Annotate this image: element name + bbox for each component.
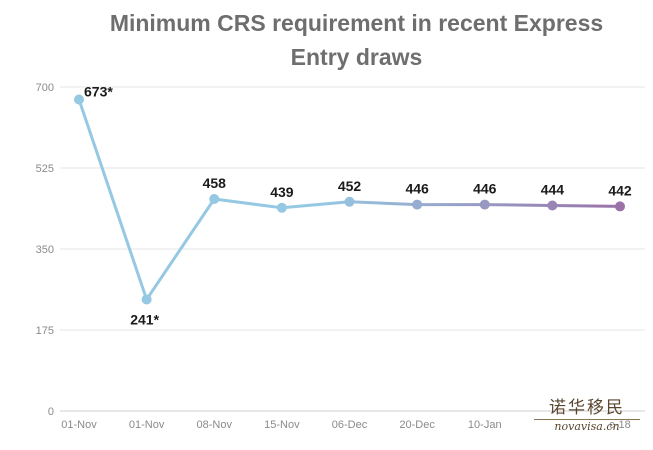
data-point [412,199,423,210]
x-tick-label: 08-Nov [197,419,233,431]
y-tick-label: 525 [36,163,54,175]
x-tick-label: 20-Dec [399,419,435,431]
data-label: 673* [84,83,113,99]
y-tick-label: 700 [36,82,54,94]
data-point [479,199,490,210]
data-point [615,201,625,212]
x-tick-label: c-18 [609,419,630,431]
chart-title: Minimum CRS requirement in recent Expres… [60,6,653,74]
y-axis: 0 175 350 525 700 [36,82,54,418]
data-point [74,94,84,105]
data-label: 446 [405,181,429,197]
data-label: 442 [608,182,632,198]
chart-title-line-2: Entry draws [290,44,423,70]
data-label: 446 [473,181,497,197]
data-point [547,200,558,211]
x-tick-label: 01-Nov [129,419,165,431]
x-tick-label: 01-Nov [61,419,97,431]
y-tick-label: 0 [48,406,54,418]
watermark-logo: 诺华移民 novavisa.cn [528,398,646,434]
data-point [344,196,355,207]
data-point [209,194,220,205]
chart-title-line-1: Minimum CRS requirement in recent Expres… [109,10,604,36]
data-labels: 673* 241* 458 439 452 446 446 444 442 [84,83,632,327]
y-tick-label: 175 [36,325,54,337]
grid-lines [60,86,645,412]
data-label: 439 [270,184,294,200]
data-points [74,94,625,305]
x-tick-label: 10-Jan [468,419,502,431]
x-tick-label: 15-Nov [264,419,300,431]
data-point [141,294,152,305]
watermark-chinese: 诺华移民 [549,398,625,418]
watermark-latin: novavisa.cn [534,419,640,434]
data-label: 241* [130,311,159,327]
data-point [276,202,287,213]
data-label: 458 [203,175,227,191]
x-tick-label: 06-Dec [332,419,368,431]
x-axis: 01-Nov 01-Nov 08-Nov 15-Nov 06-Dec 20-Dec 10-J… [61,419,630,431]
y-tick-label: 350 [36,244,54,256]
data-label: 444 [541,181,565,197]
data-label: 452 [338,178,362,194]
